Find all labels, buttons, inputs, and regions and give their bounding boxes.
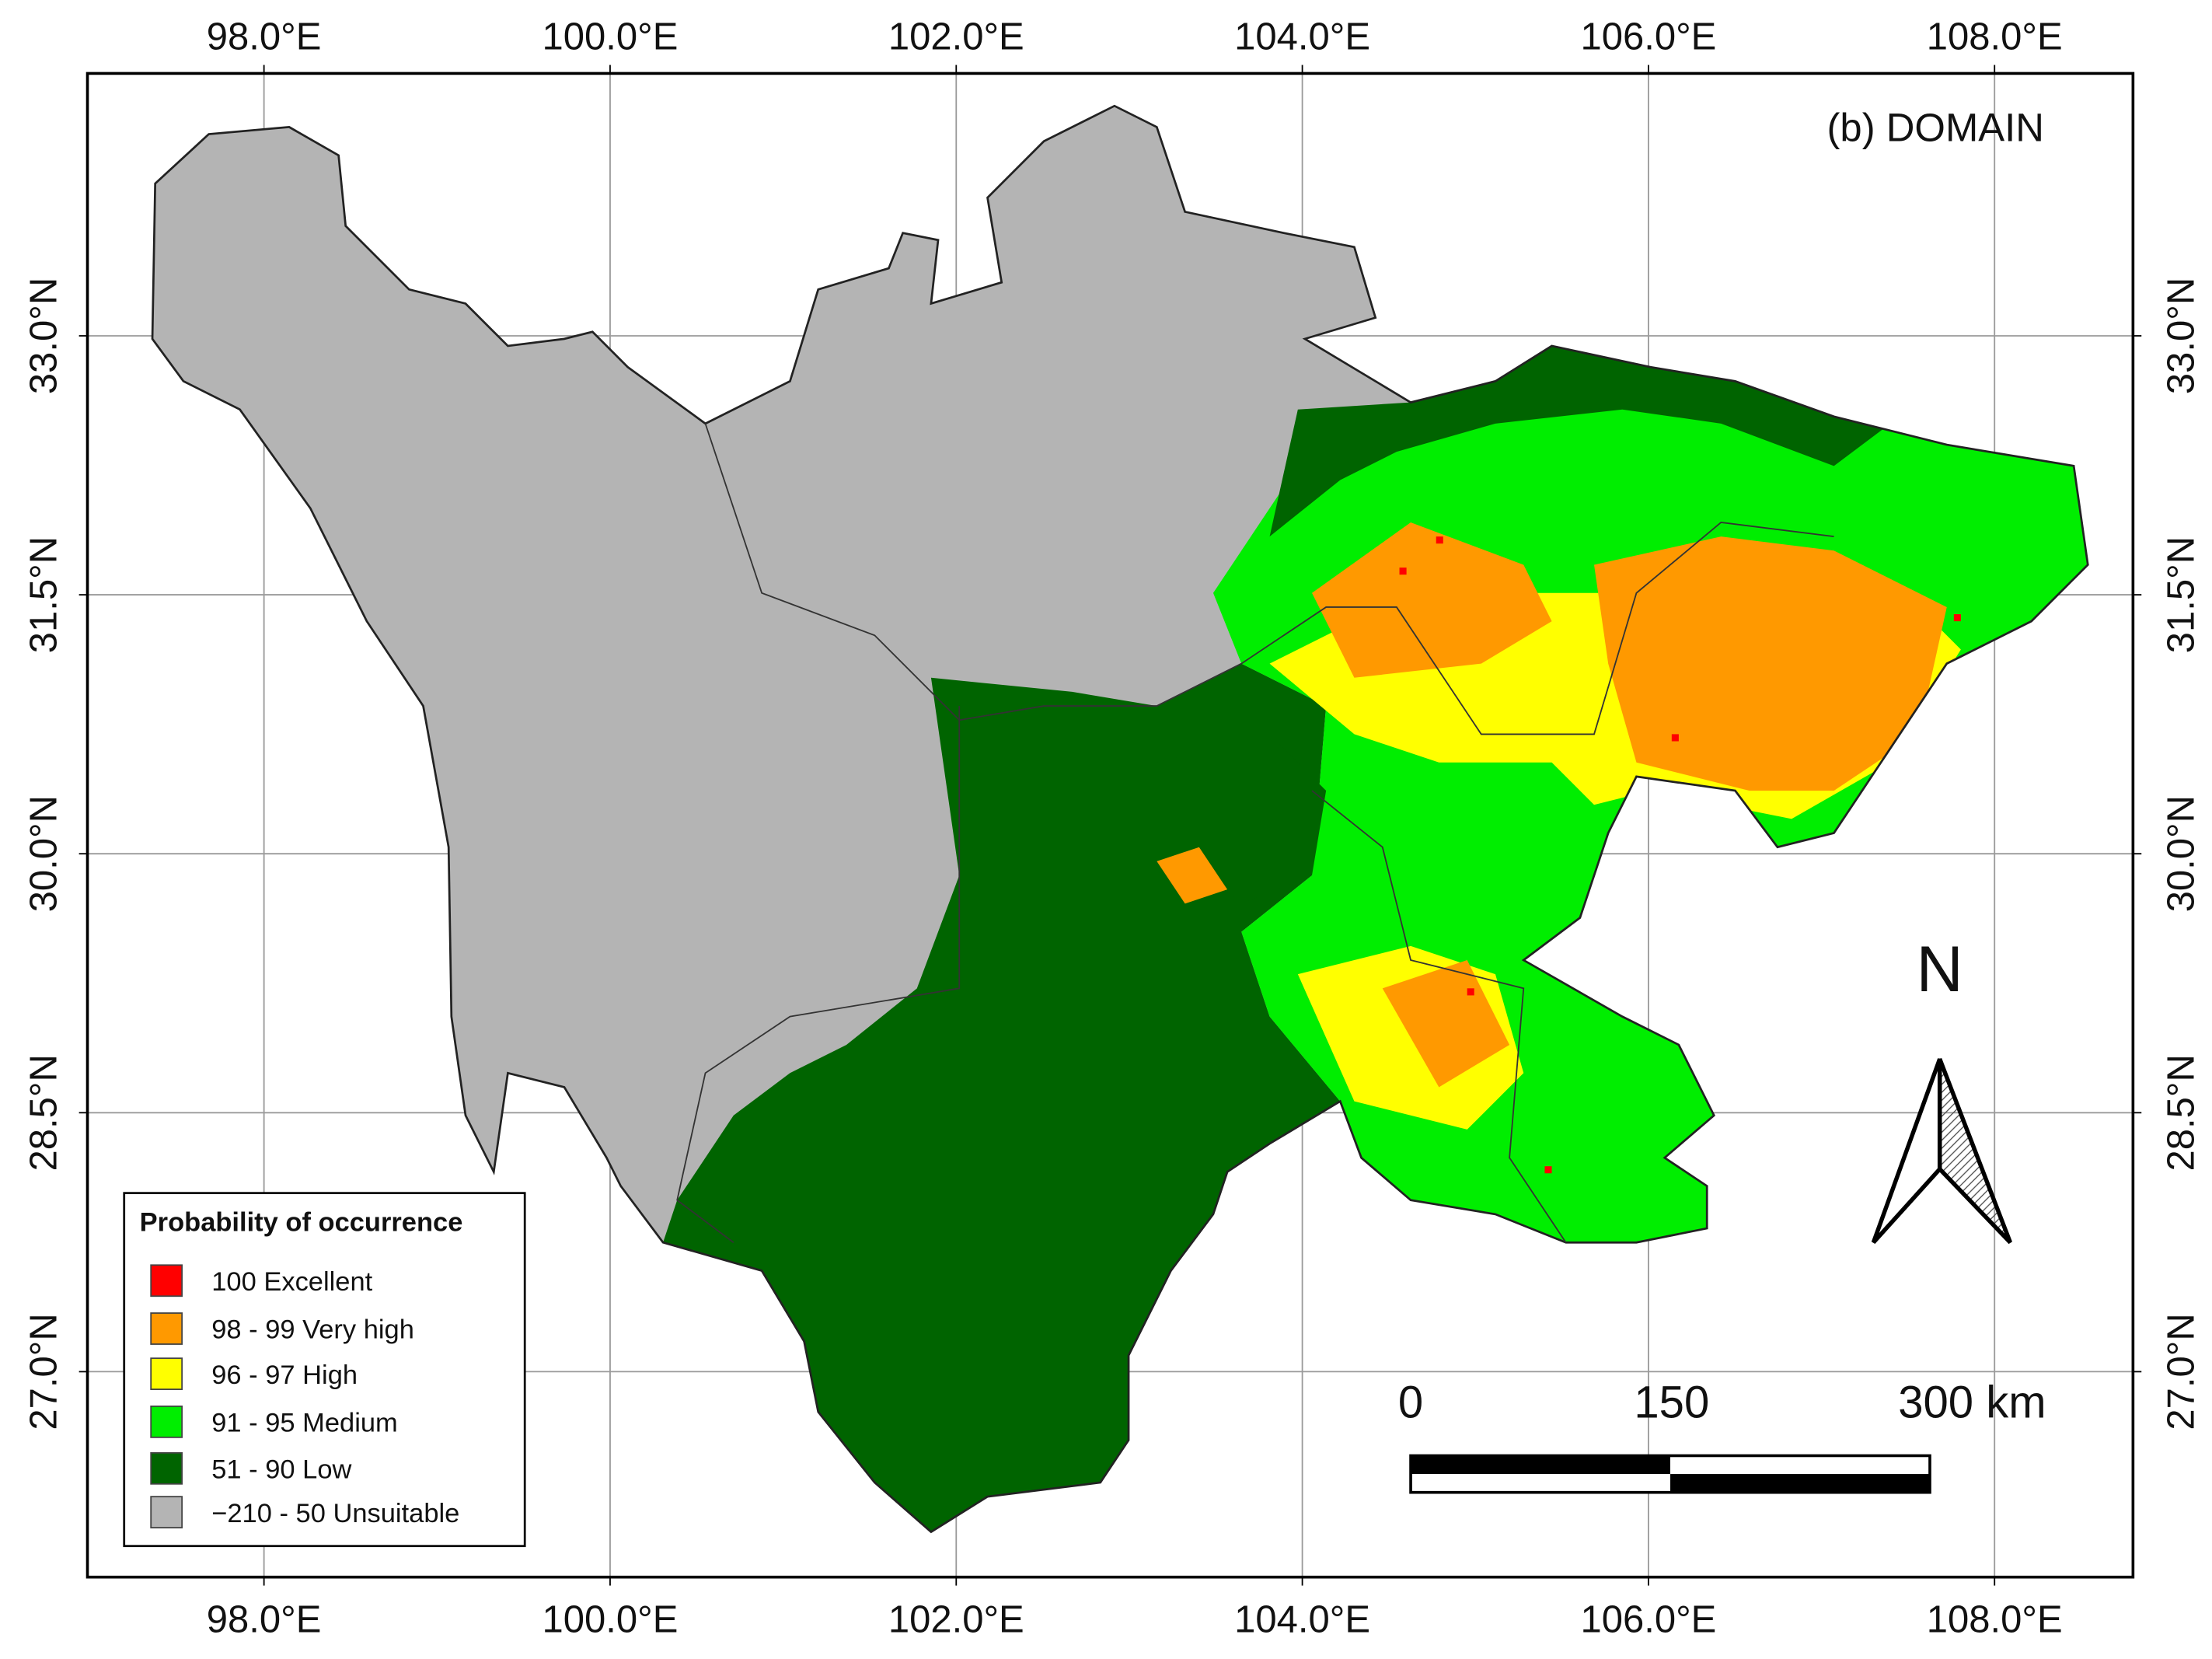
legend: Probability of occurrence 100 Excellent 9… [123,1192,526,1548]
legend-swatch [150,1357,183,1391]
suitability-raster [152,106,2088,1532]
lon-label: 106.0°E [1580,1598,1716,1640]
map-frame [85,72,2135,1579]
lat-label: 31.5°N [2160,536,2202,653]
county-boundary [676,706,961,1243]
legend-label: 51 - 90 Low [211,1455,351,1485]
lon-label: 108.0°E [1927,1598,2063,1640]
legend-label: 96 - 97 High [211,1360,358,1390]
north-label: N [1917,932,1963,1005]
scale-bar: 0 150 300 km [1398,1377,2046,1494]
lon-label: 104.0°E [1234,1598,1370,1640]
legend-swatch [150,1264,183,1298]
lat-label: 33.0°N [23,278,65,394]
north-arrow: N [1871,932,2012,1245]
lon-label: 106.0°E [1580,16,1716,58]
legend-swatch [150,1451,183,1485]
lat-label: 27.0°N [23,1313,65,1430]
lat-label: 28.5°N [2160,1054,2202,1171]
county-boundary [1311,790,1567,1243]
lon-label: 100.0°E [543,1598,679,1640]
legend-swatch [150,1312,183,1345]
scale-label: 0 [1398,1377,1423,1427]
lat-label: 27.0°N [2160,1313,2202,1430]
lat-label: 31.5°N [23,536,65,653]
legend-label: −210 - 50 Unsuitable [211,1499,459,1528]
lon-label: 98.0°E [207,16,322,58]
lon-label: 100.0°E [543,16,679,58]
lat-label: 28.5°N [23,1054,65,1171]
county-boundary [704,423,1834,735]
legend-label: 91 - 95 Medium [211,1409,398,1438]
scale-label: 300 km [1898,1377,2046,1427]
map-title: (b) DOMAIN [1827,106,2044,150]
lon-label: 98.0°E [207,1598,322,1640]
legend-label: 100 Excellent [211,1267,372,1297]
scale-label: 150 [1634,1377,1709,1427]
legend-title: Probability of occurrence [140,1208,463,1238]
lon-label: 108.0°E [1927,16,2063,58]
coordinate-labels: 98.0°E 98.0°E 100.0°E 100.0°E 102.0°E 102.0°E… [23,16,2203,1641]
lon-label: 102.0°E [888,1598,1024,1640]
legend-swatch [150,1405,183,1438]
lon-label: 102.0°E [888,16,1024,58]
legend-swatch [150,1496,183,1529]
lat-label: 30.0°N [2160,795,2202,912]
lat-label: 30.0°N [23,795,65,912]
legend-label: 98 - 99 Very high [211,1315,414,1345]
lon-label: 104.0°E [1234,16,1370,58]
lat-label: 33.0°N [2160,278,2202,394]
